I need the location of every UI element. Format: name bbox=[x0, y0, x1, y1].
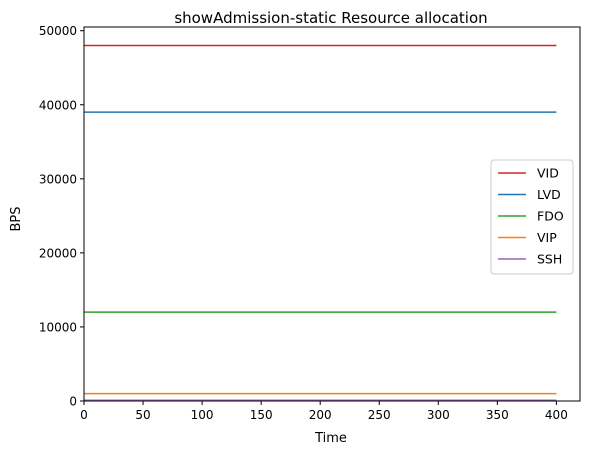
legend: VID LVD FDO VIP SSH bbox=[490, 159, 574, 275]
x-tick-label: 400 bbox=[545, 408, 568, 422]
plot-frame bbox=[83, 26, 581, 402]
y-axis-label: BPS bbox=[9, 206, 24, 231]
legend-label-fdo: FDO bbox=[537, 209, 564, 224]
x-tick-label: 350 bbox=[486, 408, 509, 422]
y-tick-label: 0 bbox=[69, 395, 77, 409]
x-tick-label: 50 bbox=[135, 408, 150, 422]
y-ticks: 0 10000 20000 30000 40000 50000 bbox=[39, 24, 84, 409]
x-tick-label: 150 bbox=[250, 408, 273, 422]
chart-title: showAdmission-static Resource allocation bbox=[174, 9, 487, 27]
y-tick-label: 40000 bbox=[39, 98, 77, 112]
x-ticks: 0 50 100 150 200 250 300 350 400 bbox=[80, 401, 568, 422]
y-tick-label: 20000 bbox=[39, 246, 77, 260]
x-tick-label: 100 bbox=[191, 408, 214, 422]
x-tick-label: 0 bbox=[80, 408, 88, 422]
y-tick-label: 10000 bbox=[39, 320, 77, 334]
x-tick-label: 300 bbox=[427, 408, 450, 422]
legend-frame bbox=[490, 159, 574, 275]
y-tick-label: 50000 bbox=[39, 24, 77, 38]
x-tick-label: 250 bbox=[368, 408, 391, 422]
legend-label-vip: VIP bbox=[537, 230, 557, 245]
y-tick-label: 30000 bbox=[39, 172, 77, 186]
legend-label-lvd: LVD bbox=[537, 187, 561, 202]
x-axis-label: Time bbox=[314, 431, 347, 446]
legend-label-ssh: SSH bbox=[537, 252, 562, 267]
x-tick-label: 200 bbox=[309, 408, 332, 422]
legend-label-vid: VID bbox=[537, 166, 559, 181]
series-layer bbox=[84, 44, 557, 402]
